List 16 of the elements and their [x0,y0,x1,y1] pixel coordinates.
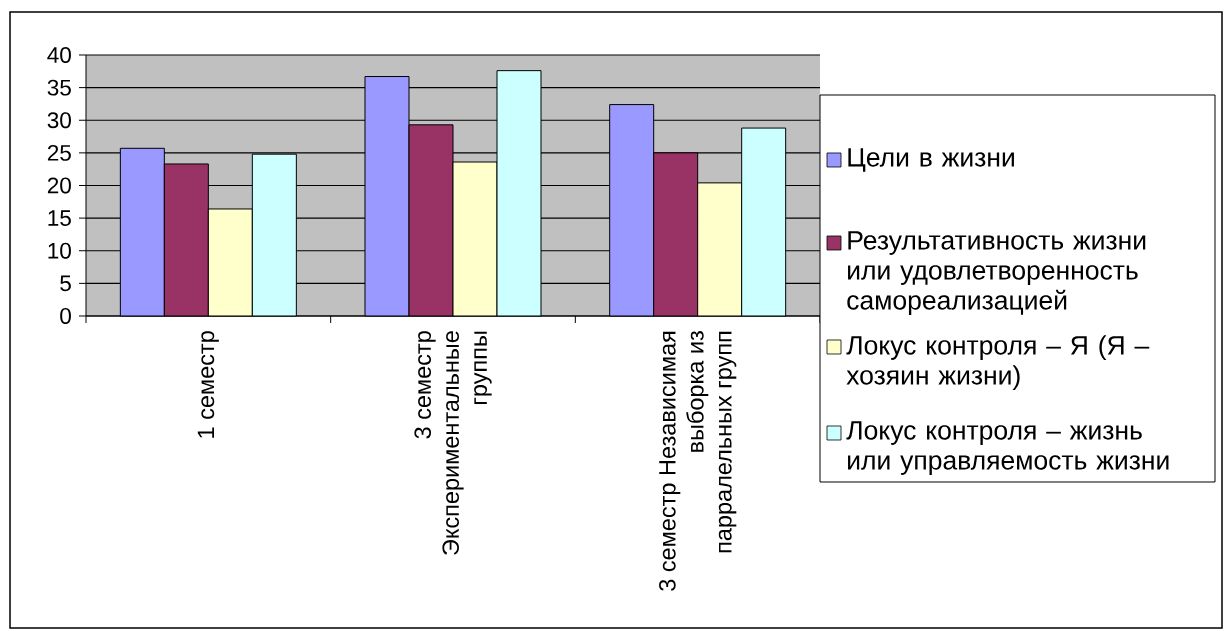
legend-label: Цели в жизни [848,148,1014,172]
y-tick-label: 35 [47,79,71,96]
legend-label: Результативность жизни или удовлетворенность самореализацией [847,231,1146,315]
y-tick-label: 20 [47,177,71,194]
y-tick-label: 10 [48,242,71,259]
y-tick-label: 5 [60,275,71,292]
y-tick-label: 0 [60,308,71,324]
y-tick-label: 30 [47,112,71,129]
y-tick-label: 15 [48,210,71,226]
x-tick-label: 3 семестр Независимая выборка из парралельных групп [659,331,737,591]
legend-label: Локус контроля – Я (Я – хозяин жизни) [846,335,1150,390]
x-tick-label: 1 семестр [197,331,219,438]
legend-label: Локус контроля – жизнь или управляемость жизни [846,421,1169,475]
x-tick-label: 3 семестр Экспериментальные группы [414,331,492,555]
y-tick-label: 40 [47,47,71,63]
y-tick-label: 25 [47,144,71,161]
